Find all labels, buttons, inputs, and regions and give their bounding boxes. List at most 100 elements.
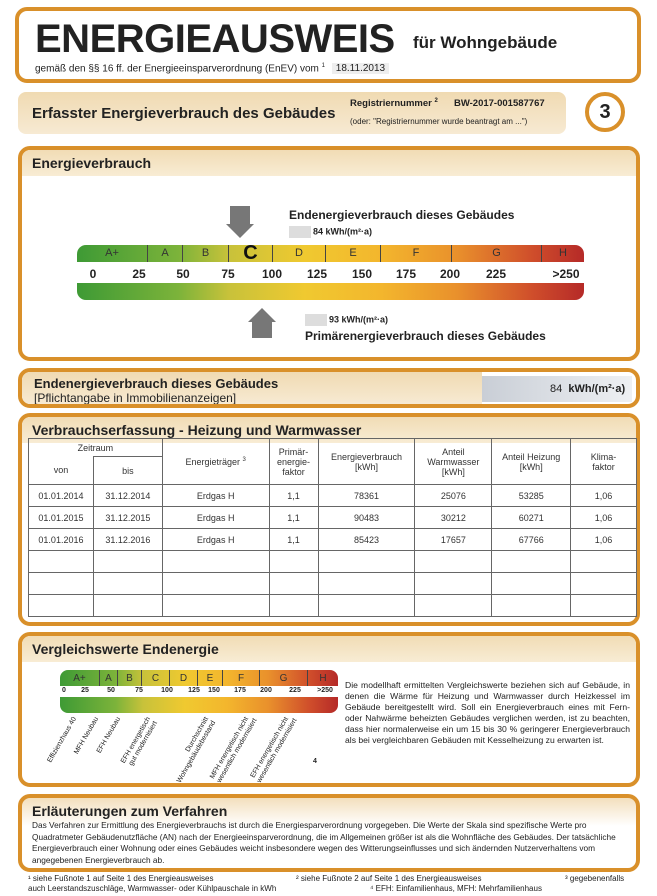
scale-tick-label: 50	[107, 687, 115, 694]
energy-class-b: B	[118, 670, 142, 686]
mandatory-info-title: Endenergieverbrauch dieses Gebäudes	[34, 376, 279, 391]
energy-class-h: H	[559, 247, 567, 259]
table-cell: 25076	[414, 484, 493, 507]
scale-tick-label: 0	[89, 267, 97, 281]
table-cell	[414, 550, 493, 573]
scale-tick-label: 200	[439, 267, 461, 281]
energy-class-e: E	[198, 670, 223, 686]
table-cell	[92, 594, 163, 617]
table-row	[28, 550, 637, 573]
scale-tick-label: 175	[234, 687, 246, 694]
energy-class-h: H	[319, 673, 327, 684]
end-energy-arrow-head-icon	[226, 224, 254, 238]
scale-tick-label: 75	[221, 267, 235, 281]
table-row: 01.01.2015 31.12.2015 Erdgas H 1,1 90483 3021…	[28, 506, 637, 529]
energy-class-a-plus: A+	[60, 670, 100, 686]
legal-basis: gemäß den §§ 16 ff. der Energieeinsparve…	[35, 63, 390, 75]
table-cell: 1,06	[570, 484, 637, 507]
footnote-ref: 3	[242, 456, 246, 463]
energy-class-a: A	[148, 245, 183, 262]
mandatory-info-note: [Pflichtangabe in Immobilienanzeigen]	[34, 391, 237, 405]
header-energy-carrier: Energieträger 3	[161, 438, 270, 485]
page-number: 3	[599, 101, 611, 123]
issue-date: 18.11.2013	[331, 63, 390, 75]
footnote-3: ³ gegebenenfalls	[565, 874, 625, 883]
mandatory-value-field	[482, 376, 632, 402]
footnote-ref: 2	[434, 98, 438, 104]
primary-energy-label: Primärenergieverbrauch dieses Gebäudes	[305, 329, 546, 343]
scale-tick-label: 0	[62, 687, 66, 694]
scale-tick-label: 200	[260, 687, 272, 694]
table-cell: 1,1	[268, 528, 319, 551]
table-cell: 31.12.2015	[92, 506, 163, 529]
scale-tick-label: >250	[552, 267, 580, 281]
table-cell	[491, 550, 572, 573]
table-cell: 78361	[317, 484, 416, 507]
panel-header: Vergleichswerte Endenergie	[22, 636, 636, 662]
page-number-badge: 3	[585, 92, 625, 132]
scale-tick-label: >250	[317, 687, 333, 694]
table-cell: Erdgas H	[161, 528, 270, 551]
table-cell	[317, 594, 416, 617]
energy-class-f: F	[223, 670, 260, 686]
header-from: von	[28, 456, 94, 485]
table-cell	[161, 572, 270, 595]
header-primary-factor: Primär- energie- faktor	[268, 438, 319, 485]
table-cell: 30212	[414, 506, 493, 529]
energy-class-c: C	[142, 670, 170, 686]
legal-basis-text: gemäß den §§ 16 ff. der Energieeinsparve…	[35, 63, 319, 75]
table-cell: 1,1	[268, 506, 319, 529]
table-cell: 01.01.2016	[28, 528, 94, 551]
table-cell	[570, 594, 637, 617]
scale-tick-label: 25	[132, 267, 146, 281]
header-climate-factor: Klima- faktor	[570, 438, 637, 485]
table-row	[28, 594, 637, 617]
table-cell	[317, 572, 416, 595]
scale-tick-label: 150	[351, 267, 373, 281]
table-cell: 17657	[414, 528, 493, 551]
footnote-ref: 1	[321, 63, 325, 69]
panel-header: Energieverbrauch	[22, 150, 636, 176]
table-cell	[268, 572, 319, 595]
table-cell: 1,06	[570, 528, 637, 551]
explanation-panel: Erläuterungen zum Verfahren Das Verfahre…	[18, 794, 640, 872]
explanation-text: Das Verfahren zur Ermittlung des Energie…	[32, 820, 616, 865]
energy-class-d: D	[170, 670, 198, 686]
scale-tick-label: 125	[306, 267, 328, 281]
comparison-gradient-bar	[60, 697, 338, 713]
energy-class-g: G	[260, 670, 308, 686]
scale-tick-label: 175	[395, 267, 417, 281]
table-cell	[570, 572, 637, 595]
comparison-text: Die modellhaft ermittelten Vergleichswer…	[345, 680, 630, 745]
footnote-3-cont: auch Leerstandszuschläge, Warmwasser- od…	[28, 884, 277, 893]
table-cell	[414, 594, 493, 617]
end-energy-arrow-icon	[230, 206, 250, 224]
registration-label-text: Registriernummer	[350, 98, 432, 110]
table-row: 01.01.2016 31.12.2016 Erdgas H 1,1 85423 1765…	[28, 528, 637, 551]
table-cell	[28, 594, 94, 617]
energy-class-f: F	[381, 245, 452, 262]
footnote-2: ² siehe Fußnote 2 auf Seite 1 des Energi…	[296, 874, 482, 883]
mandatory-value: 84 kWh/(m²·a)	[550, 383, 625, 395]
energy-class-c: C	[229, 245, 273, 262]
scale-tick-label: 100	[161, 687, 173, 694]
table-cell	[268, 550, 319, 573]
table-cell: 67766	[491, 528, 572, 551]
scale-tick-label: 225	[289, 687, 301, 694]
table-cell: 85423	[317, 528, 416, 551]
mandatory-value-number: 84	[550, 383, 563, 395]
header-period: Zeitraum	[28, 438, 163, 457]
section-banner: Erfasster Energieverbrauch des Gebäudes …	[18, 92, 566, 134]
header-energy-carrier-text: Energieträger	[185, 456, 241, 467]
table-cell	[317, 550, 416, 573]
table-cell: 31.12.2014	[92, 484, 163, 507]
primary-energy-arrow-icon	[252, 322, 272, 338]
title-box: ENERGIEAUSWEIS für Wohngebäude gemäß den…	[15, 7, 641, 83]
energy-gradient-bar	[77, 283, 584, 300]
scale-tick-label: 75	[135, 687, 143, 694]
table-cell	[161, 594, 270, 617]
primary-energy-number: 93	[329, 314, 340, 325]
scale-tick-label: 100	[261, 267, 283, 281]
header-to: bis	[92, 456, 163, 485]
table-cell	[491, 572, 572, 595]
